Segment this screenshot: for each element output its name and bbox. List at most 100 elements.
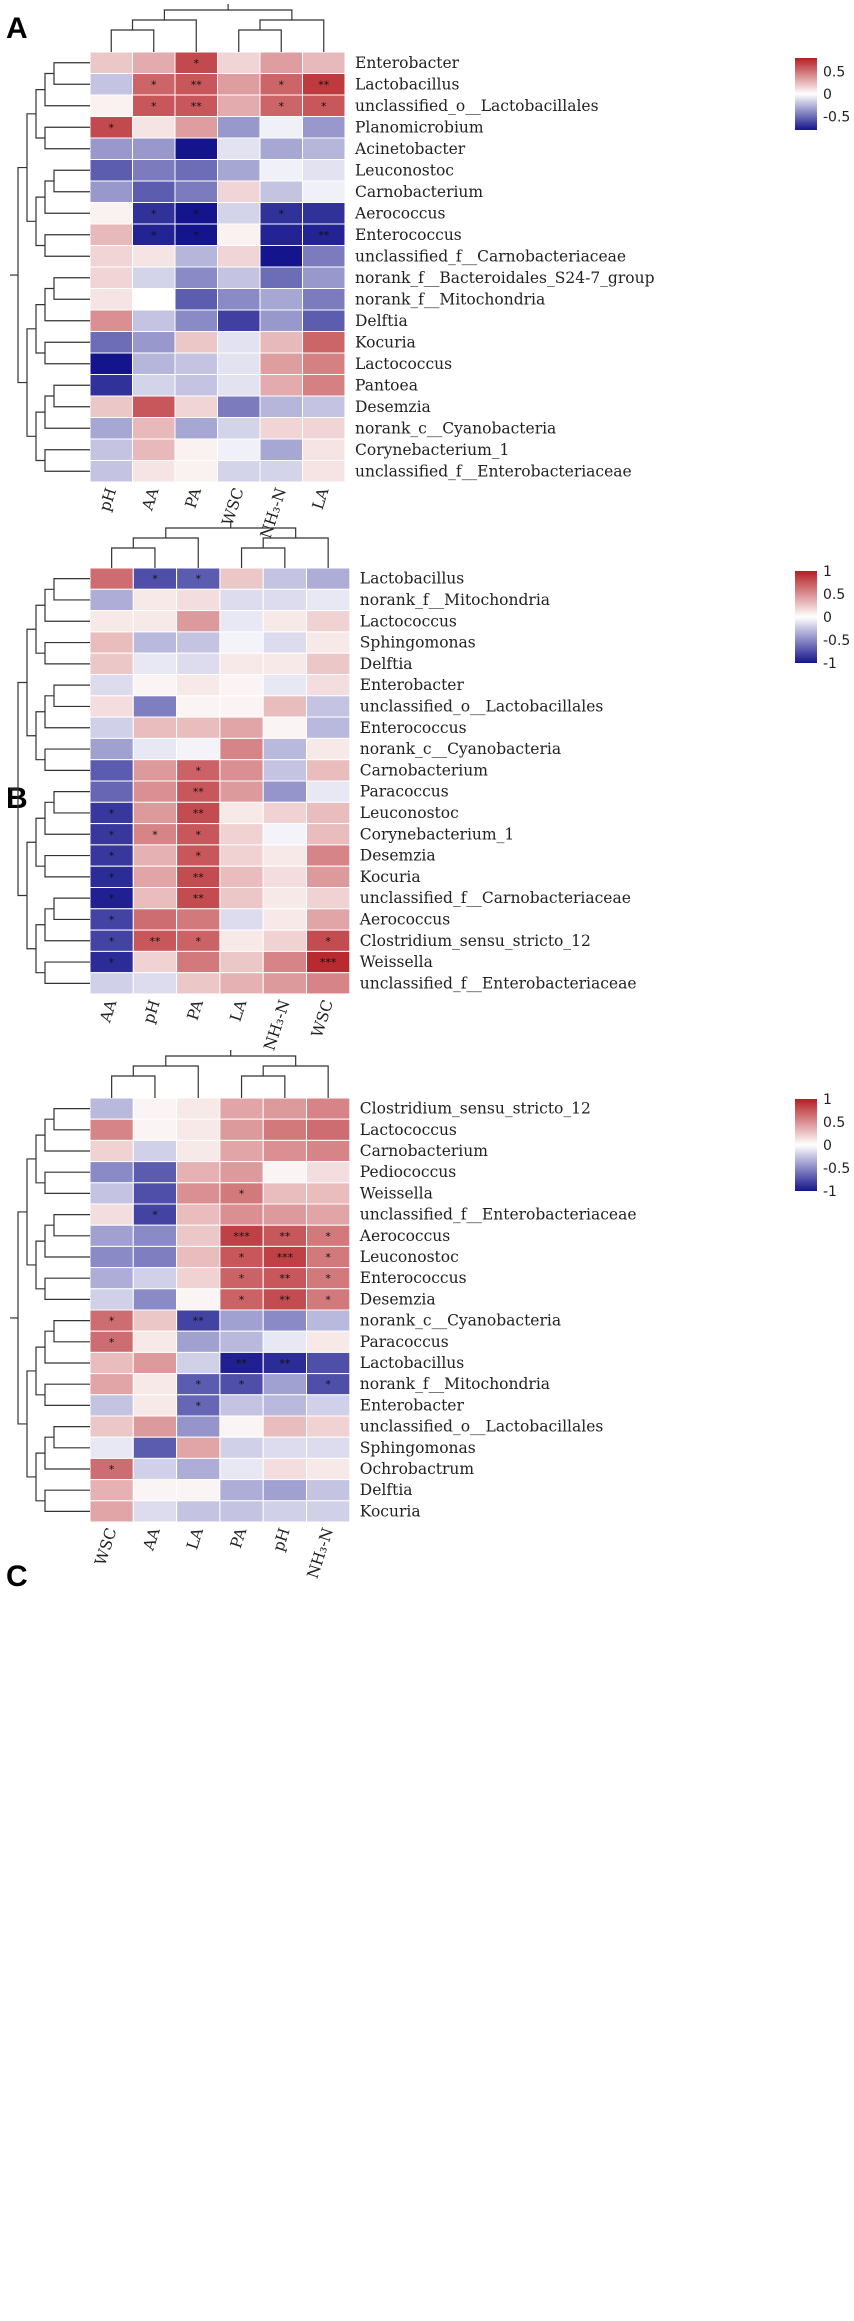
heatmap-cell [306,972,351,995]
heatmap-cell [132,266,176,289]
heatmap-cell [306,1203,351,1226]
row-dendrogram-branch [53,684,90,708]
legend-tick: -0.5 [823,633,850,649]
heatmap-cell [132,1436,178,1459]
panel-letter: B [6,782,28,815]
significance-mark: * [325,1251,331,1264]
heatmap-cell [262,929,308,952]
significance-mark: ** [279,1230,291,1243]
heatmap-cell [262,1203,308,1226]
heatmap-cell [219,588,264,612]
heatmap-cell [132,1351,178,1375]
heatmap-cell [132,631,178,654]
significance-mark: * [239,1293,245,1306]
significance-mark: * [194,57,200,70]
heatmap-cell [176,610,221,633]
heatmap-cell [89,1373,134,1396]
row-label: norank_c__Cyanobacteria [360,1312,561,1330]
row-label: unclassified_o__Lactobacillales [355,97,599,115]
row-label: Delftia [355,312,408,330]
heatmap-cell [259,417,303,440]
column-dendrogram-branch [111,547,156,568]
heatmap-cell [89,1394,134,1417]
heatmap-cell [259,137,303,160]
heatmap-cell [89,674,134,697]
row-label: Weissella [360,953,433,971]
heatmap-cell [89,1224,134,1247]
heatmap-cell [217,309,261,332]
heatmap-cell [89,716,134,739]
significance-mark: ** [191,100,203,113]
heatmap-cell [302,438,346,461]
row-dendrogram-branch [53,277,90,300]
column-dendrogram-branch [132,537,199,568]
heatmap-cell [89,588,134,612]
significance-mark: * [196,828,202,841]
heatmap-cell [219,1479,264,1502]
row-label: Carnobacterium [355,183,483,201]
heatmap-cell [176,1224,221,1247]
heatmap-cell [219,1330,264,1353]
heatmap-cell [217,223,261,246]
significance-mark: ** [318,229,330,242]
significance-mark: * [194,229,200,242]
significance-mark: ** [191,78,203,91]
legend-colorbar [795,1099,817,1191]
row-dendrogram-branch [53,897,90,921]
significance-mark: * [325,1378,331,1391]
heatmap-cell [259,309,303,332]
heatmap-cell [176,1203,221,1226]
row-dendrogram-branch [44,1224,90,1258]
row-label: unclassified_o__Lactobacillales [360,697,604,715]
row-dendrogram-branch [35,196,45,247]
legend-tick: 0 [823,1138,832,1154]
row-label: Lactobacillus [355,75,459,93]
significance-mark: * [325,1293,331,1306]
heatmap-cell [302,266,346,289]
row-dendrogram-branch [44,854,90,878]
row-dendrogram-branch [17,166,27,384]
heatmap-cell [262,1330,308,1353]
heatmap-cell [176,1288,221,1311]
column-label: AA [139,1525,164,1554]
heatmap-cell [302,202,346,225]
heatmap-cell [217,288,261,311]
heatmap-cell [262,1182,308,1205]
row-label: unclassified_f__Carnobacteriaceae [355,247,626,265]
row-label: Clostridium_sensu_stricto_12 [360,932,591,950]
heatmap-cell [306,1118,351,1141]
heatmap-cell [132,1309,178,1332]
row-dendrogram-branch [44,234,90,257]
heatmap-cell [217,51,261,74]
row-dendrogram-branch [35,924,45,974]
row-label: Leuconostoc [355,161,454,179]
heatmap-cell [306,737,351,761]
heatmap-cell [262,652,308,676]
significance-mark: ** [193,807,205,820]
significance-mark: * [109,892,115,905]
heatmap-cell [262,737,308,761]
heatmap-cell [174,374,218,397]
heatmap-cell [217,352,261,375]
heatmap-cell [89,137,133,160]
column-dendrogram-branch [262,537,329,568]
heatmap-cell [89,1182,134,1205]
significance-mark: * [109,828,115,841]
heatmap-cell [306,844,351,867]
significance-mark: * [239,1378,245,1391]
row-dendrogram-branch [44,449,90,472]
heatmap-cell [89,652,134,676]
heatmap-cell [262,780,308,803]
heatmap-cell [306,1182,351,1205]
significance-mark: * [279,207,285,220]
heatmap-cell [176,674,221,697]
heatmap-cell [259,288,303,311]
heatmap-cell [176,1139,221,1163]
row-dendrogram-branch [53,1320,90,1343]
significance-mark: * [196,573,202,586]
heatmap-cell [132,1288,178,1311]
heatmap-cell [219,1139,264,1163]
heatmap-cell [176,631,221,654]
legend-tick: -0.5 [823,1161,850,1177]
significance-mark: * [325,1230,331,1243]
